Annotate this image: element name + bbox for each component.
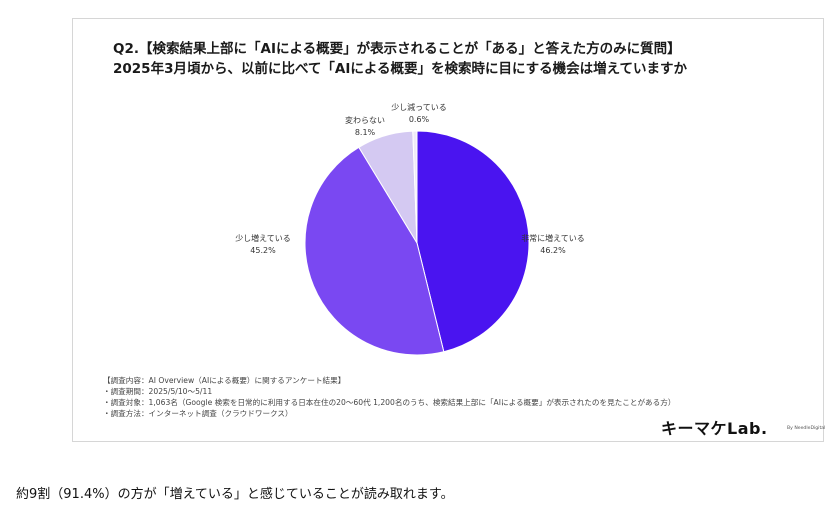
- pie-slice: [416, 130, 530, 353]
- pie-slice: [304, 146, 445, 356]
- survey-notes: 【調査内容：AI Overview（AIによる概要）に関するアンケート結果】 ・…: [103, 375, 675, 419]
- title-line-2: 2025年3月頃から、以前に比べて「AIによる概要」を検索時に目にする機会は増え…: [113, 61, 687, 77]
- chart-title: Q2.【検索結果上部に「AIによる概要」が表示されることが「ある」と答えた方のみ…: [113, 39, 803, 79]
- note-line-3: ・調査対象：1,063名（Google 検索を日常的に利用する日本在住の20〜6…: [103, 398, 676, 407]
- slice-value-label: 0.6%: [409, 115, 430, 124]
- summary-caption: 約9割（91.4%）の方が「増えている」と感じていることが読み取れます。: [16, 487, 454, 502]
- chart-card: Q2.【検索結果上部に「AIによる概要」が表示されることが「ある」と答えた方のみ…: [72, 18, 826, 442]
- slice-value-label: 8.1%: [355, 128, 376, 137]
- slice-label: 変わらない: [345, 115, 385, 125]
- slice-label: 少し減っている: [391, 102, 447, 112]
- note-line-1: 【調査内容：AI Overview（AIによる概要）に関するアンケート結果】: [103, 376, 346, 385]
- slice-label: 少し増えている: [235, 233, 291, 243]
- note-line-4: ・調査方法：インターネット調査（クラウドワークス）: [103, 409, 293, 418]
- slice-label: 非常に増えている: [521, 233, 585, 243]
- slice-value-label: 45.2%: [250, 246, 276, 255]
- slice-value-label: 46.2%: [540, 246, 566, 255]
- title-line-1: Q2.【検索結果上部に「AIによる概要」が表示されることが「ある」と答えた方のみ…: [113, 41, 681, 57]
- pie-chart: 非常に増えている 46.2% 少し増えている 45.2% 変わらない 8.1% 少し減ってい…: [235, 102, 585, 356]
- brand-logo-subtext: By NeedleDigital: [787, 426, 826, 431]
- brand-logo: キーマケLab.: [661, 419, 768, 438]
- note-line-2: ・調査期間：2025/5/10〜5/11: [103, 387, 213, 396]
- pie-slice: [412, 130, 418, 244]
